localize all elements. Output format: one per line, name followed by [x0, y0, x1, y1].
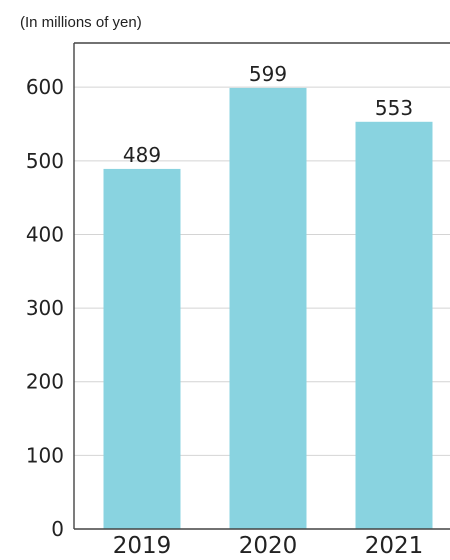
bar-2021 — [355, 121, 433, 530]
data-label-2021: 553 — [375, 96, 413, 120]
y-tick-label-400: 400 — [26, 222, 64, 246]
unit-label: (In millions of yen) — [20, 14, 142, 31]
y-tick-labels: 0 100 200 300 400 500 600 — [26, 75, 64, 541]
bar-2019 — [103, 168, 181, 529]
x-tick-labels: 2019 2020 2021 — [113, 533, 424, 559]
y-tick-label-600: 600 — [26, 75, 64, 99]
y-tick-label-0: 0 — [51, 517, 64, 541]
bars — [103, 87, 433, 530]
x-tick-label-2020: 2020 — [239, 533, 298, 559]
x-tick-label-2019: 2019 — [113, 533, 172, 559]
y-tick-label-100: 100 — [26, 443, 64, 467]
data-label-2019: 489 — [123, 143, 161, 167]
data-label-2020: 599 — [249, 62, 287, 86]
bar-2020 — [229, 87, 307, 529]
y-tick-label-200: 200 — [26, 370, 64, 394]
x-tick-label-2021: 2021 — [365, 533, 424, 559]
y-tick-label-300: 300 — [26, 296, 64, 320]
axes — [73, 42, 450, 530]
y-tick-label-500: 500 — [26, 149, 64, 173]
data-labels: 489 599 553 — [123, 62, 413, 167]
